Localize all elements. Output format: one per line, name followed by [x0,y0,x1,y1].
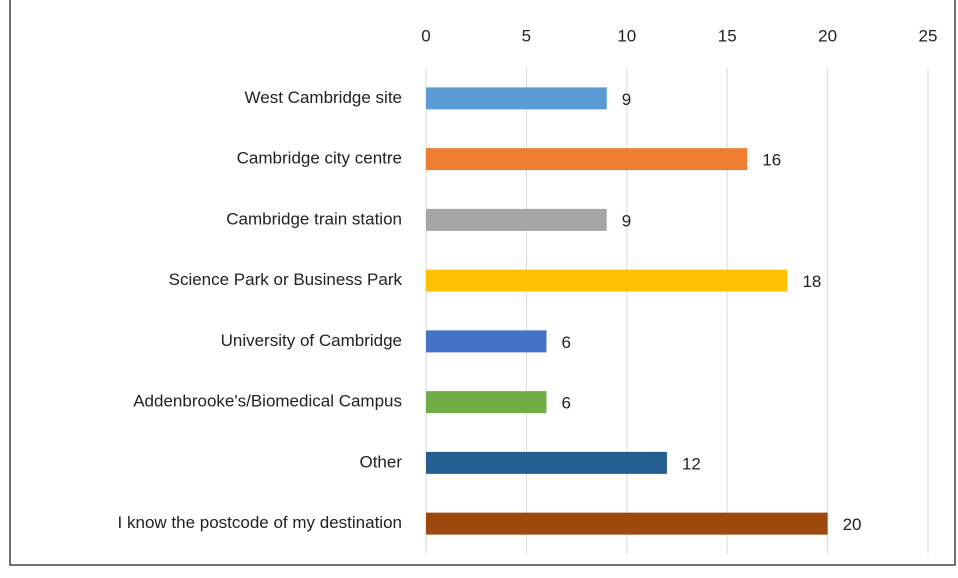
y-tick-label: Other [359,452,402,471]
bar [426,148,748,171]
data-label: 18 [802,272,821,291]
bar [426,391,547,414]
x-tick-label: 10 [617,26,636,45]
y-tick-label: University of Cambridge [221,331,402,350]
data-label: 20 [843,515,862,534]
data-label: 6 [561,394,570,413]
y-tick-label: Cambridge city centre [237,149,402,168]
data-label: 12 [682,454,701,473]
y-tick-label: Addenbrooke's/Biomedical Campus [133,392,402,411]
x-tick-label: 25 [919,26,938,45]
bar [426,87,607,110]
bar [426,451,667,474]
x-tick-label: 20 [818,26,837,45]
data-label: 9 [622,90,631,109]
bar [426,269,788,292]
bar [426,330,547,353]
bar [426,208,607,231]
bar [426,512,828,535]
y-tick-label: Science Park or Business Park [169,270,403,289]
y-tick-label: I know the postcode of my destination [118,513,402,532]
x-tick-label: 0 [421,26,430,45]
x-tick-label: 5 [522,26,531,45]
y-tick-label: Cambridge train station [226,209,402,228]
data-label: 16 [762,151,781,170]
x-tick-label: 15 [718,26,737,45]
y-tick-label: West Cambridge site [245,88,402,107]
data-label: 9 [622,211,631,230]
data-label: 6 [561,333,570,352]
